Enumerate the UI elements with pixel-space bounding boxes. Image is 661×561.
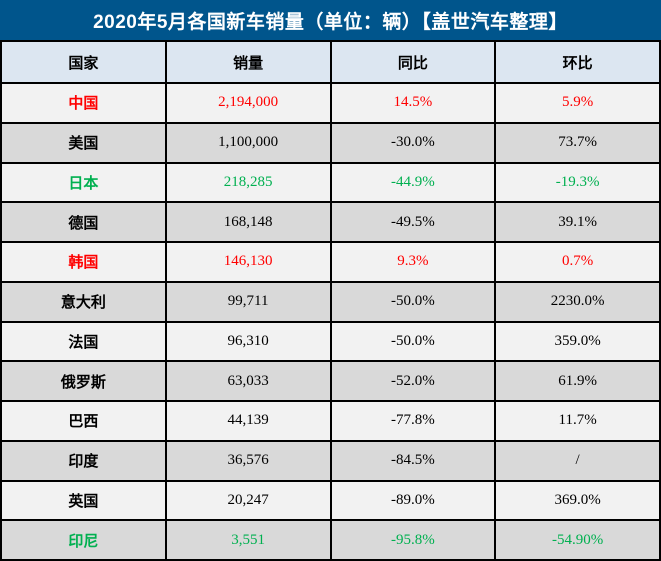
column-header-sales: 销量 — [164, 40, 332, 84]
cell-sales: 1,100,000 — [164, 121, 332, 164]
cell-yoy: -30.0% — [329, 121, 497, 164]
cell-yoy: -44.9% — [329, 161, 497, 204]
cell-sales: 63,033 — [164, 360, 332, 402]
table-row: 法国 96,310 -50.0% 359.0% — [0, 320, 661, 363]
cell-sales: 3,551 — [164, 519, 332, 561]
cell-country: 中国 — [0, 82, 167, 124]
cell-yoy: -49.5% — [329, 201, 497, 243]
cell-country: 意大利 — [0, 280, 167, 323]
cell-mom: 369.0% — [494, 479, 661, 522]
cell-country: 印尼 — [0, 519, 167, 561]
column-header-mom: 环比 — [494, 40, 661, 84]
table-row: 印尼 3,551 -95.8% -54.90% — [0, 519, 661, 561]
cell-country: 俄罗斯 — [0, 360, 167, 402]
cell-country: 巴西 — [0, 400, 167, 442]
cell-yoy: -50.0% — [329, 320, 497, 363]
cell-sales: 20,247 — [164, 479, 332, 522]
cell-mom: 11.7% — [494, 400, 661, 442]
table-row: 中国 2,194,000 14.5% 5.9% — [0, 82, 661, 124]
table-row: 印度 36,576 -84.5% / — [0, 439, 661, 482]
table-row: 日本 218,285 -44.9% -19.3% — [0, 161, 661, 204]
cell-sales: 218,285 — [164, 161, 332, 204]
table-row: 意大利 99,711 -50.0% 2230.0% — [0, 280, 661, 323]
page-title: 2020年5月各国新车销量（单位：辆）【盖世汽车整理】 — [0, 0, 661, 40]
header-row: 国家 销量 同比 环比 — [0, 40, 661, 84]
cell-country: 日本 — [0, 161, 167, 204]
table-row: 德国 168,148 -49.5% 39.1% — [0, 201, 661, 243]
cell-country: 德国 — [0, 201, 167, 243]
cell-yoy: -50.0% — [329, 280, 497, 323]
column-header-country: 国家 — [0, 40, 167, 84]
table-row: 俄罗斯 63,033 -52.0% 61.9% — [0, 360, 661, 402]
cell-country: 印度 — [0, 439, 167, 482]
cell-yoy: -84.5% — [329, 439, 497, 482]
cell-country: 韩国 — [0, 241, 167, 283]
cell-mom: 73.7% — [494, 121, 661, 164]
cell-sales: 44,139 — [164, 400, 332, 442]
cell-mom: 2230.0% — [494, 280, 661, 323]
cell-mom: 61.9% — [494, 360, 661, 402]
cell-yoy: -77.8% — [329, 400, 497, 442]
cell-yoy: -52.0% — [329, 360, 497, 402]
table-body: 中国 2,194,000 14.5% 5.9% 美国 1,100,000 -30.0% 73.… — [0, 82, 661, 561]
cell-yoy: -95.8% — [329, 519, 497, 561]
cell-country: 英国 — [0, 479, 167, 522]
table-row: 巴西 44,139 -77.8% 11.7% — [0, 400, 661, 442]
cell-sales: 146,130 — [164, 241, 332, 283]
sales-table: 国家 销量 同比 环比 中国 2,194,000 14.5% 5.9% 美国 1,100,… — [0, 40, 661, 561]
table-header: 国家 销量 同比 环比 — [0, 40, 661, 84]
cell-mom: -54.90% — [494, 519, 661, 561]
cell-mom: 5.9% — [494, 82, 661, 124]
cell-yoy: -89.0% — [329, 479, 497, 522]
cell-yoy: 9.3% — [329, 241, 497, 283]
cell-mom: -19.3% — [494, 161, 661, 204]
cell-mom: 0.7% — [494, 241, 661, 283]
cell-sales: 36,576 — [164, 439, 332, 482]
cell-yoy: 14.5% — [329, 82, 497, 124]
column-header-yoy: 同比 — [329, 40, 497, 84]
table-row: 美国 1,100,000 -30.0% 73.7% — [0, 121, 661, 164]
cell-mom: / — [494, 439, 661, 482]
cell-sales: 99,711 — [164, 280, 332, 323]
cell-sales: 2,194,000 — [164, 82, 332, 124]
cell-mom: 39.1% — [494, 201, 661, 243]
page-title-text: 2020年5月各国新车销量（单位：辆）【盖世汽车整理】 — [93, 11, 568, 33]
cell-sales: 168,148 — [164, 201, 332, 243]
table-row: 韩国 146,130 9.3% 0.7% — [0, 241, 661, 283]
cell-mom: 359.0% — [494, 320, 661, 363]
cell-country: 法国 — [0, 320, 167, 363]
table-row: 英国 20,247 -89.0% 369.0% — [0, 479, 661, 522]
cell-sales: 96,310 — [164, 320, 332, 363]
cell-country: 美国 — [0, 121, 167, 164]
